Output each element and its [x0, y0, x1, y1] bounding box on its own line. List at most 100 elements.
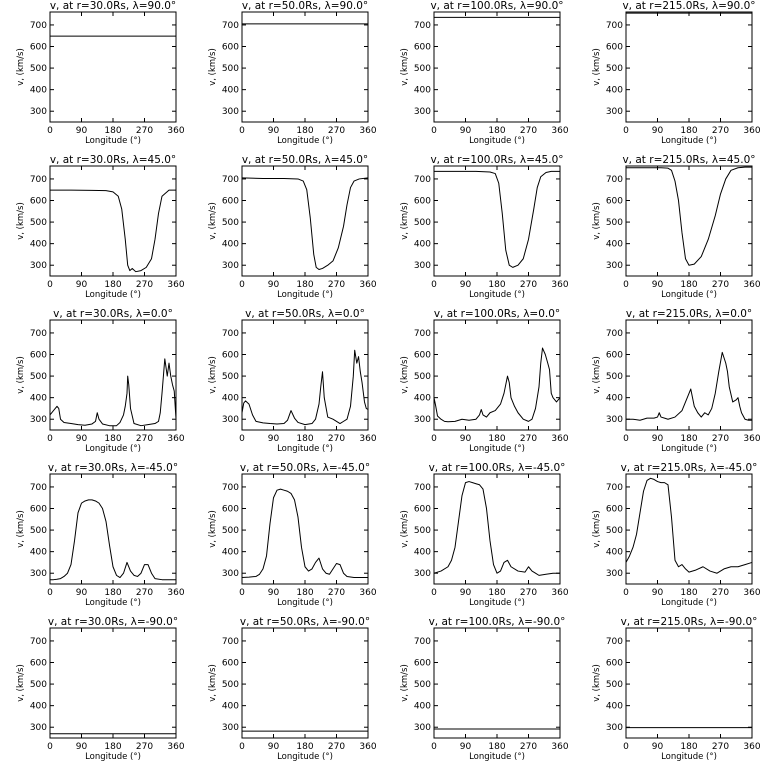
x-tick-label: 0: [623, 588, 629, 598]
chart-title: v, at r=215.0Rs, λ=-90.0°: [621, 616, 758, 628]
chart-panel: v, at r=215.0Rs, λ=90.0° 0 90 180 270 360 300 4…: [592, 0, 761, 146]
y-tick-label: 500: [30, 372, 47, 382]
x-tick-label: 90: [268, 280, 280, 290]
x-tick-label: 90: [460, 126, 472, 136]
x-tick-label: 360: [551, 126, 568, 136]
y-axis-label: v, (km/s): [592, 664, 602, 702]
x-tick-label: 270: [520, 742, 537, 752]
y-tick-label: 600: [30, 505, 47, 515]
y-tick-label: 700: [414, 637, 431, 647]
y-axis-label: v, (km/s): [16, 48, 26, 86]
plot-frame: [625, 627, 753, 739]
y-tick-label: 500: [30, 218, 47, 228]
x-tick-label: 180: [488, 126, 505, 136]
chart-title: v, at r=50.0Rs, λ=45.0°: [242, 154, 368, 166]
series-line: [626, 166, 752, 266]
x-axis-label: Longitude (°): [277, 752, 333, 762]
series-line: [49, 358, 177, 427]
x-axis-label: Longitude (°): [661, 290, 717, 300]
y-tick-label: 600: [222, 351, 239, 361]
chart-panel: v, at r=50.0Rs, λ=45.0° 0 90 180 270 360 300 40…: [208, 154, 377, 300]
chart-panel: v, at r=50.0Rs, λ=-45.0° 0 90 180 270 360 300 4…: [208, 462, 377, 608]
y-tick-label: 600: [30, 43, 47, 53]
y-tick-label: 300: [414, 415, 431, 425]
y-tick-label: 400: [606, 86, 623, 96]
y-tick-label: 700: [30, 637, 47, 647]
plot-frame: [433, 627, 561, 739]
x-axis-label: Longitude (°): [661, 136, 717, 146]
x-tick-label: 360: [359, 434, 376, 444]
x-axis-label: Longitude (°): [469, 444, 525, 454]
x-tick-label: 270: [136, 280, 153, 290]
x-tick-label: 360: [551, 742, 568, 752]
y-tick-label: 600: [606, 659, 623, 669]
y-tick-label: 600: [222, 659, 239, 669]
x-tick-label: 90: [460, 588, 472, 598]
x-tick-label: 360: [167, 434, 184, 444]
y-tick-label: 600: [414, 659, 431, 669]
x-axis-label: Longitude (°): [85, 752, 141, 762]
x-tick-label: 360: [743, 588, 760, 598]
series-line: [626, 351, 752, 421]
x-tick-label: 90: [652, 434, 664, 444]
y-tick-label: 400: [606, 548, 623, 558]
x-tick-label: 360: [743, 434, 760, 444]
y-tick-label: 300: [30, 569, 47, 579]
y-tick-label: 400: [606, 240, 623, 250]
plot-frame: [241, 627, 369, 739]
y-tick-label: 400: [222, 548, 239, 558]
chart-title: v, at r=30.0Rs, λ=45.0°: [50, 154, 176, 166]
x-tick-label: 180: [680, 742, 697, 752]
y-tick-label: 500: [606, 218, 623, 228]
y-tick-label: 500: [30, 680, 47, 690]
y-tick-label: 300: [222, 107, 239, 117]
x-axis-label: Longitude (°): [469, 290, 525, 300]
plot-frame: [241, 165, 369, 277]
x-tick-label: 0: [623, 126, 629, 136]
x-tick-label: 270: [712, 742, 729, 752]
series-line: [50, 499, 176, 581]
y-tick-label: 400: [222, 240, 239, 250]
x-tick-label: 90: [652, 126, 664, 136]
y-tick-label: 400: [222, 394, 239, 404]
chart-title: v, at r=215.0Rs, λ=0.0°: [626, 308, 752, 320]
x-tick-label: 270: [328, 588, 345, 598]
y-tick-label: 700: [222, 483, 239, 493]
y-tick-label: 400: [30, 394, 47, 404]
chart-title: v, at r=50.0Rs, λ=90.0°: [242, 0, 368, 12]
y-axis-label: v, (km/s): [208, 356, 218, 394]
plot-frame: [433, 473, 561, 585]
x-tick-label: 90: [460, 280, 472, 290]
plot-frame: [433, 11, 561, 123]
x-tick-label: 180: [104, 280, 121, 290]
y-tick-label: 300: [414, 569, 431, 579]
x-tick-label: 360: [551, 588, 568, 598]
chart-title: v, at r=50.0Rs, λ=0.0°: [245, 308, 365, 320]
chart-title: v, at r=50.0Rs, λ=-90.0°: [240, 616, 370, 628]
y-tick-label: 700: [222, 175, 239, 185]
x-tick-label: 90: [652, 742, 664, 752]
series-line: [241, 349, 369, 426]
x-tick-label: 90: [268, 742, 280, 752]
series-line: [433, 347, 561, 423]
x-tick-label: 180: [104, 434, 121, 444]
y-tick-label: 500: [30, 64, 47, 74]
x-tick-label: 90: [76, 434, 88, 444]
chart-title: v, at r=215.0Rs, λ=45.0°: [622, 154, 755, 166]
series-line: [241, 177, 369, 271]
y-tick-label: 700: [30, 175, 47, 185]
x-tick-label: 180: [296, 742, 313, 752]
y-tick-label: 500: [30, 526, 47, 536]
x-tick-label: 0: [239, 126, 245, 136]
y-tick-label: 500: [222, 372, 239, 382]
chart-title: v, at r=215.0Rs, λ=-45.0°: [621, 462, 758, 474]
x-tick-label: 270: [520, 588, 537, 598]
y-axis-label: v, (km/s): [208, 510, 218, 548]
x-tick-label: 270: [712, 280, 729, 290]
x-tick-label: 360: [167, 588, 184, 598]
x-tick-label: 360: [359, 588, 376, 598]
y-axis-label: v, (km/s): [592, 202, 602, 240]
y-tick-label: 500: [606, 680, 623, 690]
x-tick-label: 90: [76, 280, 88, 290]
x-tick-label: 360: [551, 280, 568, 290]
